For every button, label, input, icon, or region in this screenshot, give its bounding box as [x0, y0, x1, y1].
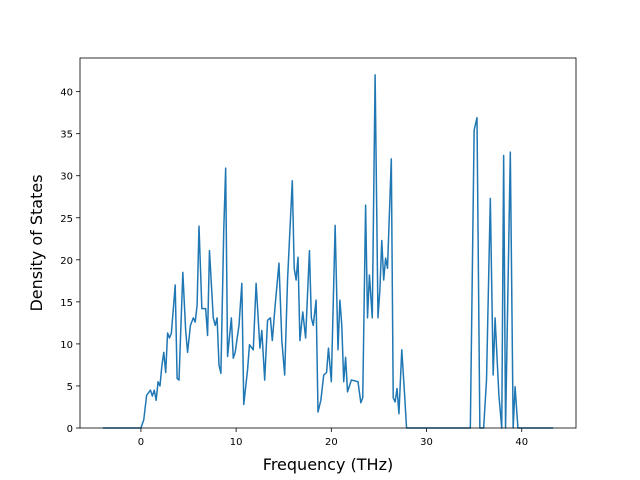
y-tick-label: 20	[60, 256, 73, 267]
x-axis-label: Frequency (THz)	[263, 455, 393, 474]
x-tick-label: 0	[138, 437, 144, 448]
y-tick-label: 0	[67, 424, 73, 435]
y-tick-label: 5	[67, 382, 73, 393]
x-tick-label: 20	[325, 437, 338, 448]
y-axis-label: Density of States	[27, 174, 46, 311]
y-tick-label: 10	[60, 340, 73, 351]
y-tick-label: 35	[60, 130, 73, 141]
x-tick-label: 40	[515, 437, 528, 448]
y-tick-label: 25	[60, 214, 73, 225]
y-tick-label: 15	[60, 298, 73, 309]
data-line	[102, 74, 554, 429]
x-tick-label: 30	[420, 437, 433, 448]
x-tick-label: 10	[230, 437, 243, 448]
plot-frame	[79, 57, 577, 429]
y-tick-label: 30	[60, 172, 73, 183]
y-tick-label: 40	[60, 88, 73, 99]
